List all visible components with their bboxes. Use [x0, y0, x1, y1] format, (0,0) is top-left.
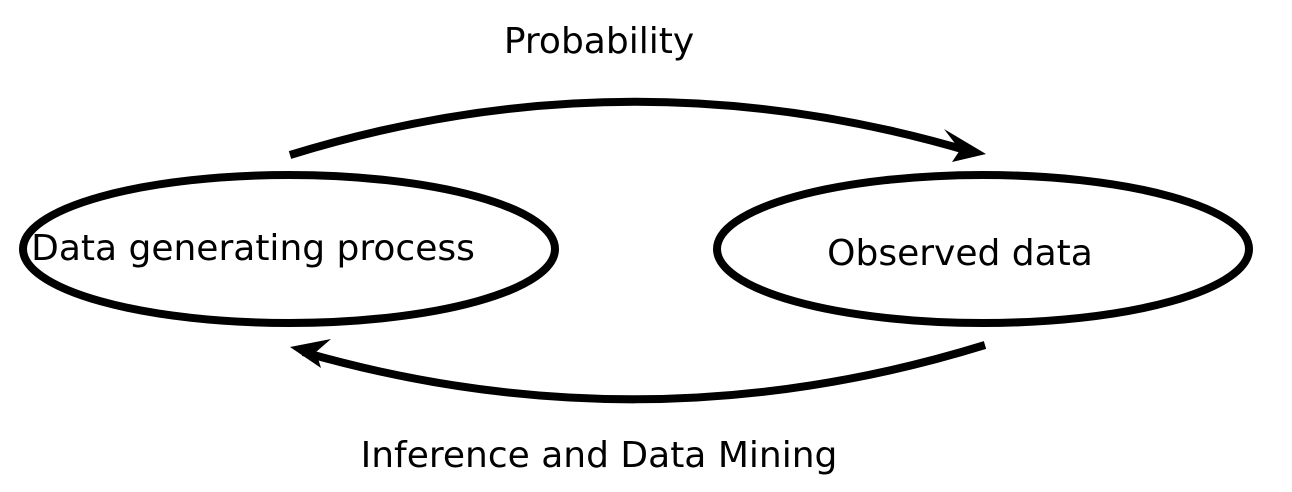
data-generating-process-label: Data generating process [31, 228, 475, 269]
probability-arrowhead [944, 129, 986, 162]
inference-arrowhead [290, 339, 331, 368]
probability-arrow [288, 97, 974, 159]
observed-data-node [713, 171, 1253, 327]
inference-label: Inference and Data Mining [361, 435, 838, 476]
data-generating-process-node [19, 171, 559, 327]
probability-label: Probability [504, 21, 694, 62]
observed-data-label: Observed data [827, 233, 1093, 274]
inference-arrow [301, 341, 987, 404]
